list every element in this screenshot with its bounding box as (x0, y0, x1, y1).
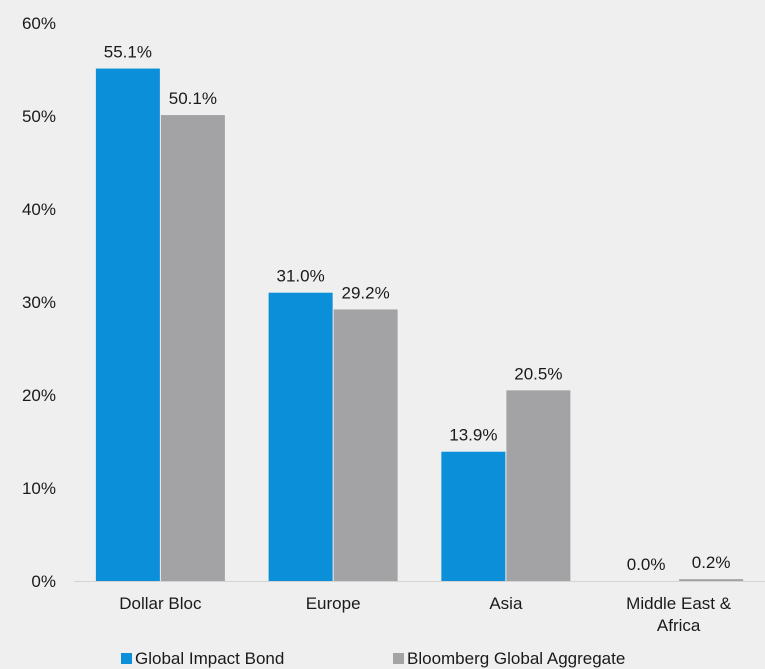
bars (95, 68, 744, 581)
y-axis: 0% 10% 20% 30% 40% 50% 60% (22, 14, 765, 591)
y-tick-label: 20% (22, 386, 56, 405)
data-labels: 55.1% 50.1% 31.0% 29.2% 13.9% 20.5% 0.0% 0.2% (104, 43, 731, 574)
x-category-label: Europe (306, 594, 361, 613)
x-category-label: Middle East & (626, 594, 732, 613)
y-tick-label: 60% (22, 14, 56, 33)
bar-bloomberg-global-aggregate (333, 309, 398, 581)
data-label: 0.2% (692, 553, 731, 572)
legend-label: Global Impact Bond (135, 649, 284, 668)
bar-global-impact-bond (95, 68, 160, 581)
data-label: 50.1% (169, 89, 217, 108)
data-label: 29.2% (342, 283, 390, 302)
data-label: 20.5% (514, 364, 562, 383)
data-label: 55.1% (104, 43, 152, 62)
y-tick-label: 0% (31, 572, 56, 591)
x-category-label: Dollar Bloc (119, 594, 202, 613)
y-tick-label: 30% (22, 293, 56, 312)
x-category-label: Africa (657, 616, 701, 635)
legend: Global Impact Bond Bloomberg Global Aggre… (121, 649, 625, 668)
legend-label: Bloomberg Global Aggregate (407, 649, 625, 668)
y-tick-label: 40% (22, 200, 56, 219)
data-label: 31.0% (277, 267, 325, 286)
bar-bloomberg-global-aggregate (679, 579, 744, 581)
data-label: 13.9% (449, 426, 497, 445)
data-label: 0.0% (627, 555, 666, 574)
legend-swatch (393, 653, 404, 664)
x-category-label: Asia (489, 594, 523, 613)
bar-global-impact-bond (268, 292, 333, 581)
bar-global-impact-bond (441, 451, 506, 581)
legend-swatch (121, 653, 132, 664)
x-axis: Dollar Bloc Europe Asia Middle East & Africa (119, 594, 731, 635)
y-tick-label: 50% (22, 107, 56, 126)
bar-bloomberg-global-aggregate (506, 390, 571, 581)
y-tick-label: 10% (22, 479, 56, 498)
bar-bloomberg-global-aggregate (160, 115, 225, 581)
